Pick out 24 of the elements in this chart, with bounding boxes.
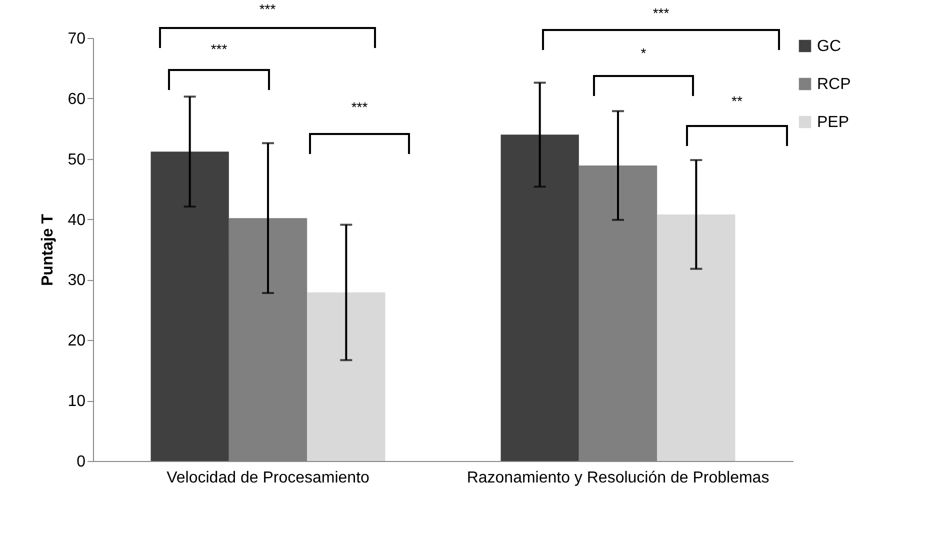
y-tick-label: 50 <box>68 151 86 168</box>
y-tick-label: 10 <box>68 393 86 410</box>
annotation: ** <box>732 93 743 109</box>
y-tick-label: 0 <box>76 454 86 470</box>
annotation: * <box>640 45 647 61</box>
y-tick-label: 40 <box>68 212 86 229</box>
x-tick-label: Velocidad de Procesamiento <box>166 470 370 486</box>
legend-label: GC <box>817 38 841 55</box>
legend-label: RCP <box>817 76 851 93</box>
legend-label: PEP <box>817 114 850 131</box>
annotation: *** <box>351 99 368 115</box>
x-tick-label: Razonamiento y Resolución de Problemas <box>466 470 770 486</box>
y-tick-label: 60 <box>68 90 86 108</box>
bar <box>500 134 579 461</box>
annotation: *** <box>210 41 228 57</box>
y-tick-label: 20 <box>68 332 86 350</box>
text: *** <box>259 1 276 17</box>
y-tick-label: 30 <box>68 272 86 290</box>
text: *** <box>652 5 670 21</box>
bar <box>307 292 386 461</box>
bar <box>150 152 229 461</box>
y-tick-label: 70 <box>68 30 86 48</box>
y-axis-title: Puntaje T <box>40 214 57 286</box>
bar <box>657 214 736 461</box>
